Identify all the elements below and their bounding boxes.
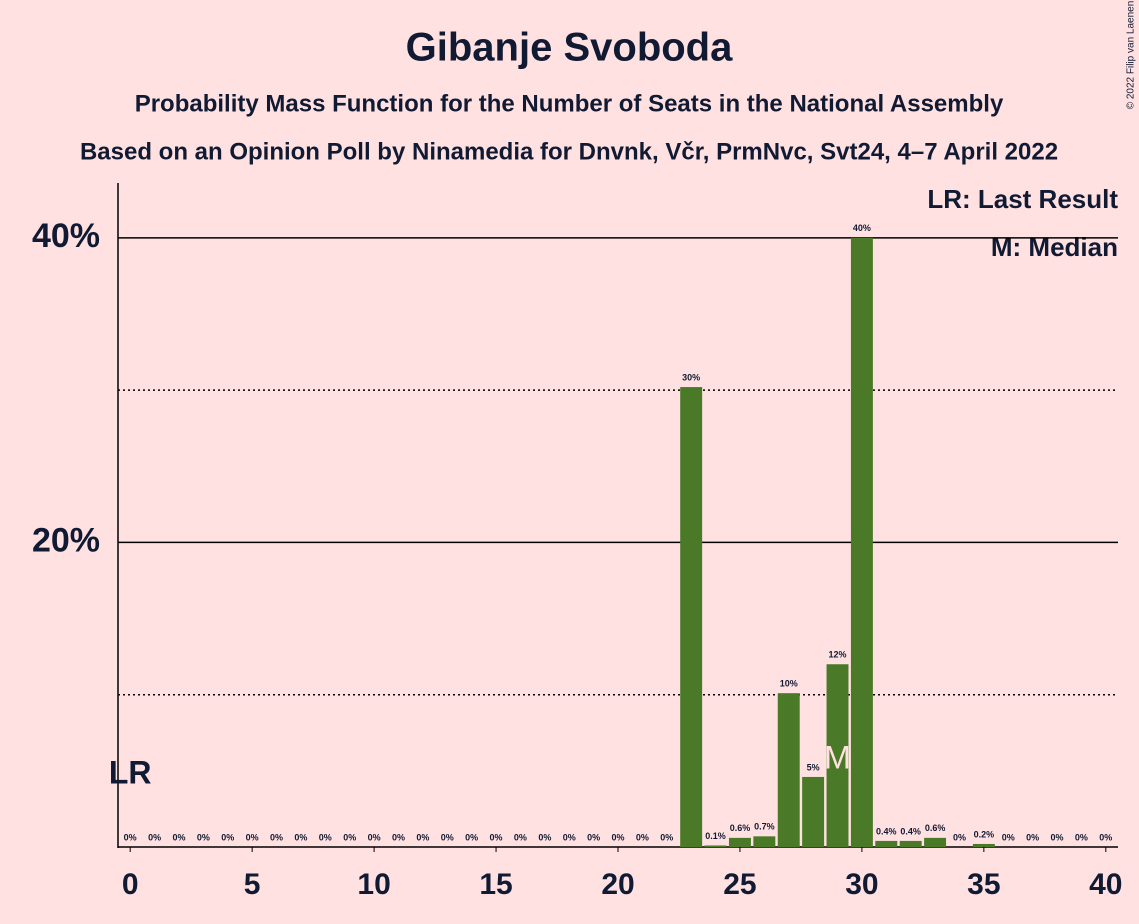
x-tick-label: 20 bbox=[601, 868, 634, 901]
value-label: 0% bbox=[392, 832, 405, 842]
value-label: 40% bbox=[853, 223, 871, 233]
chart-title: Gibanje Svoboda bbox=[406, 26, 733, 70]
bar bbox=[924, 837, 947, 847]
x-tick-label: 25 bbox=[723, 868, 756, 901]
value-label: 0% bbox=[441, 832, 454, 842]
value-label: 0% bbox=[319, 832, 332, 842]
median-marker: M bbox=[824, 739, 851, 775]
value-label: 0% bbox=[1099, 832, 1112, 842]
y-tick-label: 20% bbox=[32, 521, 100, 559]
bar bbox=[728, 837, 751, 847]
value-label: 0% bbox=[1051, 832, 1064, 842]
bar bbox=[680, 387, 703, 847]
last-result-marker: LR bbox=[109, 754, 152, 790]
legend-entry: M: Median bbox=[991, 232, 1118, 262]
bar bbox=[704, 845, 727, 847]
value-label: 0.1% bbox=[705, 831, 726, 841]
bar bbox=[777, 693, 800, 847]
bar bbox=[850, 237, 873, 847]
value-label: 12% bbox=[829, 650, 847, 660]
bar bbox=[802, 776, 825, 847]
value-label: 0% bbox=[343, 832, 356, 842]
value-label: 0% bbox=[368, 832, 381, 842]
value-label: 0% bbox=[416, 832, 429, 842]
value-label: 0% bbox=[953, 832, 966, 842]
value-label: 0% bbox=[465, 832, 478, 842]
x-tick-label: 30 bbox=[845, 868, 878, 901]
value-label: 0.7% bbox=[754, 822, 775, 832]
legend-entry: LR: Last Result bbox=[927, 184, 1118, 214]
x-tick-label: 15 bbox=[479, 868, 512, 901]
bar bbox=[899, 840, 922, 847]
value-label: 5% bbox=[807, 762, 820, 772]
value-label: 0.4% bbox=[900, 826, 921, 836]
chart-source: Based on an Opinion Poll by Ninamedia fo… bbox=[80, 138, 1058, 165]
x-tick-label: 10 bbox=[357, 868, 390, 901]
value-label: 0% bbox=[197, 832, 210, 842]
x-tick-label: 0 bbox=[122, 868, 139, 901]
value-label: 0% bbox=[1026, 832, 1039, 842]
value-label: 0% bbox=[124, 832, 137, 842]
value-label: 0.6% bbox=[925, 823, 946, 833]
value-label: 0% bbox=[1002, 832, 1015, 842]
value-label: 0% bbox=[660, 832, 673, 842]
value-label: 0% bbox=[148, 832, 161, 842]
bar bbox=[826, 664, 849, 847]
value-label: 0.2% bbox=[974, 829, 995, 839]
value-label: 0.6% bbox=[730, 823, 751, 833]
value-label: 0% bbox=[611, 832, 624, 842]
copyright: © 2022 Filip van Laenen bbox=[1126, 1, 1137, 110]
bar bbox=[972, 843, 995, 847]
value-label: 30% bbox=[682, 372, 700, 382]
y-tick-label: 40% bbox=[32, 217, 100, 255]
value-label: 0% bbox=[1075, 832, 1088, 842]
value-label: 0% bbox=[587, 832, 600, 842]
value-label: 0.4% bbox=[876, 826, 897, 836]
chart-subtitle: Probability Mass Function for the Number… bbox=[135, 90, 1004, 117]
bar bbox=[875, 840, 898, 847]
value-label: 0% bbox=[246, 832, 259, 842]
bar bbox=[753, 836, 776, 847]
value-label: 0% bbox=[172, 832, 185, 842]
value-label: 0% bbox=[636, 832, 649, 842]
x-tick-label: 40 bbox=[1089, 868, 1122, 901]
x-tick-label: 5 bbox=[244, 868, 261, 901]
value-label: 0% bbox=[563, 832, 576, 842]
value-label: 10% bbox=[780, 679, 798, 689]
value-label: 0% bbox=[538, 832, 551, 842]
value-label: 0% bbox=[514, 832, 527, 842]
value-label: 0% bbox=[270, 832, 283, 842]
value-label: 0% bbox=[294, 832, 307, 842]
value-label: 0% bbox=[490, 832, 503, 842]
x-tick-label: 35 bbox=[967, 868, 1000, 901]
value-label: 0% bbox=[221, 832, 234, 842]
